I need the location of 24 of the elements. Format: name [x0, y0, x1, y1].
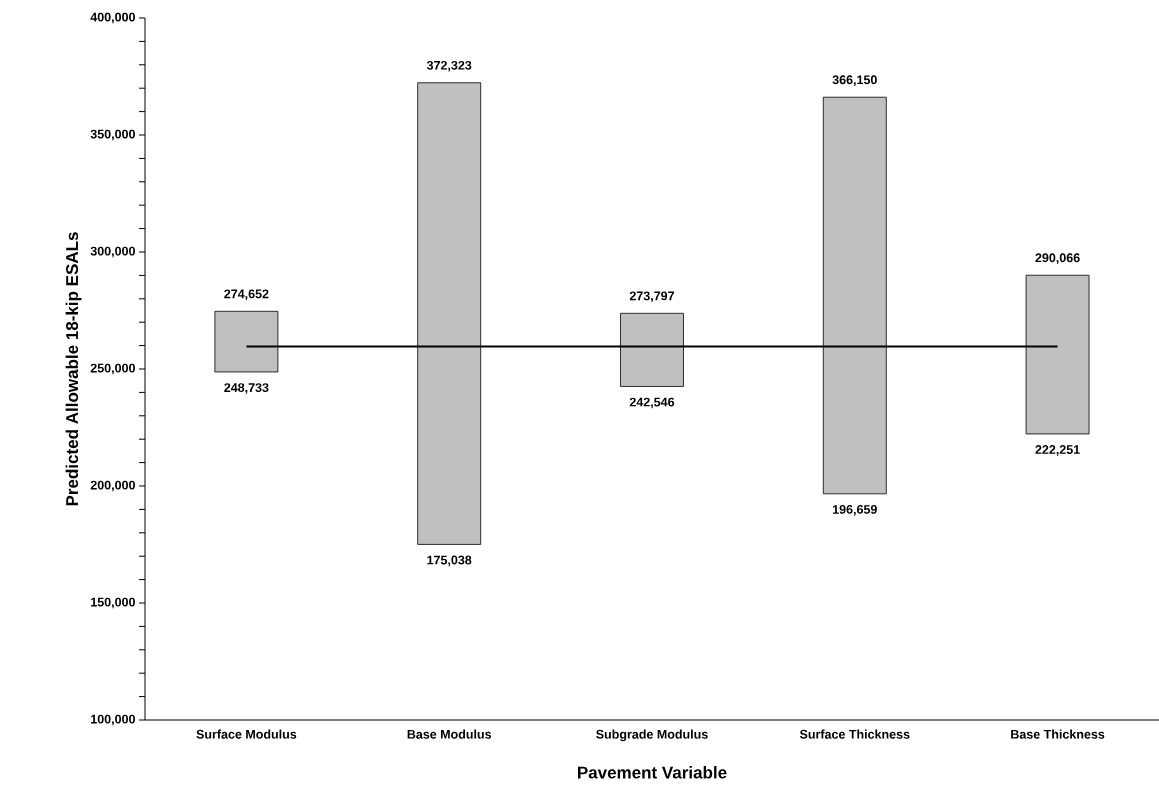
y-tick-label: 250,000	[90, 363, 135, 375]
x-tick-label: Surface Modulus	[196, 729, 297, 739]
annotation: 242,546	[629, 397, 675, 409]
annotation: 274,652	[224, 289, 269, 301]
y-axis-title: Predicted Allowable 18-kip ESALs	[65, 232, 82, 506]
annotation: 222,251	[1035, 445, 1080, 456]
x-tick-label: Base Modulus	[407, 729, 492, 739]
y-tick-label: 200,000	[90, 480, 135, 492]
annotation: 248,733	[224, 383, 269, 394]
y-tick-label: 100,000	[91, 714, 135, 726]
x-axis-title: Pavement Variable	[578, 766, 727, 779]
annotation: 175,038	[427, 555, 472, 567]
annotation: 273,797	[629, 291, 675, 303]
annotation: 290,066	[1035, 253, 1080, 265]
x-tick-label: Surface Thickness	[799, 729, 910, 739]
y-tick-label: 400,000	[90, 12, 135, 24]
x-tick-label: Subgrade Modulus	[596, 729, 708, 742]
annotation: 196,659	[832, 505, 877, 516]
y-tick-label: 150,000	[91, 597, 135, 609]
y-tick-label: 300,000	[90, 246, 135, 258]
x-tick-label: Base Thickness	[1011, 729, 1105, 739]
y-tick-label: 350,000	[90, 129, 135, 141]
annotation: 372,323	[426, 60, 472, 72]
annotation: 366,150	[832, 75, 877, 87]
